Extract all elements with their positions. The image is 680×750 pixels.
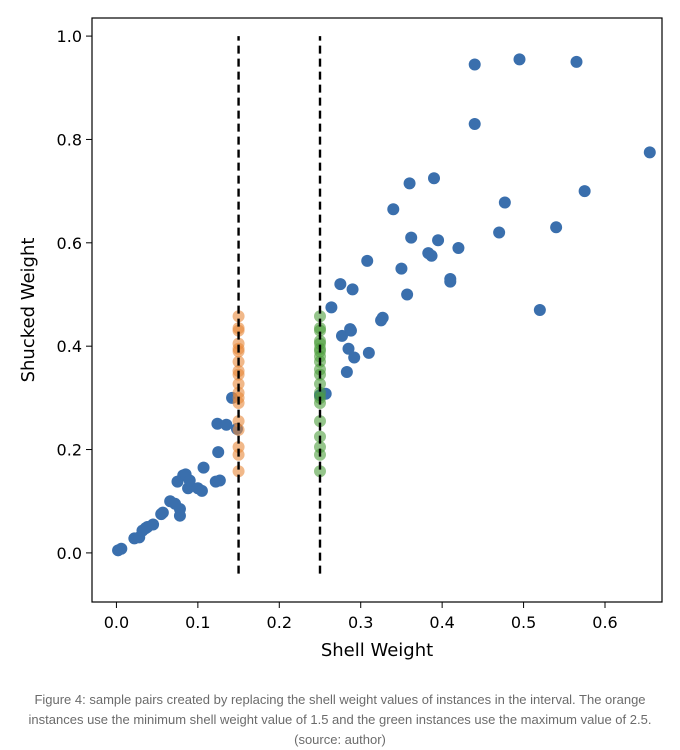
data-point xyxy=(498,196,511,209)
data-point xyxy=(395,262,408,275)
data-point xyxy=(376,311,389,324)
data-point xyxy=(232,465,245,478)
y-tick-label: 0.4 xyxy=(57,337,82,356)
data-point xyxy=(115,542,128,555)
chart-axes: 0.0 0.1 0.2 0.3 0.4 0.5 0.6 0.0 0.2 0.4 0.6 0.8 1.0 xyxy=(57,27,618,632)
data-point xyxy=(340,366,353,379)
data-point xyxy=(334,278,347,291)
data-point xyxy=(314,440,326,453)
data-point xyxy=(212,446,225,459)
data-point xyxy=(513,53,526,66)
data-point xyxy=(335,329,348,342)
caption-line: Figure 4: sample pairs created by replac… xyxy=(34,692,646,707)
data-point xyxy=(232,310,245,323)
y-tick-label: 0.0 xyxy=(57,544,82,563)
data-point xyxy=(232,386,245,399)
scatter-chart: 0.0 0.1 0.2 0.3 0.4 0.5 0.60.00.20.40.60.81.0 … xyxy=(18,17,663,661)
data-point xyxy=(344,324,357,337)
y-tick-label: 0.8 xyxy=(57,130,82,149)
data-point xyxy=(405,231,418,244)
y-tick-label: 0.6 xyxy=(57,234,82,253)
x-tick-label: 0.5 xyxy=(511,613,536,632)
data-point xyxy=(342,342,355,355)
data-point xyxy=(156,506,169,519)
x-tick-label: 0.0 xyxy=(104,613,129,632)
data-point xyxy=(403,177,416,190)
data-point xyxy=(314,335,326,348)
data-point xyxy=(643,146,656,159)
data-point xyxy=(444,275,457,288)
x-tick-label: 0.4 xyxy=(429,613,454,632)
y-tick-label: 1.0 xyxy=(57,27,82,46)
y-tick-label: 0.2 xyxy=(57,441,82,460)
data-point xyxy=(346,283,359,296)
x-tick-label: 0.6 xyxy=(592,613,617,632)
data-point xyxy=(533,304,546,316)
data-point xyxy=(232,440,245,453)
data-point xyxy=(348,351,361,364)
data-point xyxy=(232,337,245,350)
data-point xyxy=(468,117,481,130)
data-point xyxy=(578,185,591,198)
x-tick-label: 0.1 xyxy=(185,613,210,632)
data-point xyxy=(361,254,374,267)
data-point xyxy=(493,226,506,239)
data-point xyxy=(452,241,465,254)
data-point xyxy=(314,386,326,399)
data-point xyxy=(325,301,338,314)
chart-marks xyxy=(112,36,656,574)
data-point xyxy=(232,322,245,335)
data-point xyxy=(211,417,224,430)
data-point xyxy=(314,322,326,335)
data-point xyxy=(401,288,414,301)
data-point xyxy=(195,484,208,497)
data-point xyxy=(428,172,440,185)
x-tick-label: 0.2 xyxy=(267,613,292,632)
data-point xyxy=(232,415,245,428)
data-point xyxy=(314,415,326,428)
data-point xyxy=(362,346,375,359)
caption-line: (source: author) xyxy=(294,732,386,747)
data-point xyxy=(425,249,438,262)
figure-caption: Figure 4: sample pairs created by replac… xyxy=(10,690,670,750)
data-point xyxy=(468,58,481,71)
y-axis-label: Shucked Weight xyxy=(18,238,39,383)
data-point xyxy=(387,203,400,216)
data-point xyxy=(570,55,583,68)
data-point xyxy=(183,474,196,487)
data-point xyxy=(314,310,326,323)
x-axis-label: Shell Weight xyxy=(321,640,433,661)
data-point xyxy=(147,518,160,531)
plot-frame xyxy=(91,17,663,603)
caption-line: instances use the minimum shell weight v… xyxy=(28,712,652,727)
data-point xyxy=(197,461,210,474)
data-point xyxy=(213,474,226,487)
data-point xyxy=(432,234,445,247)
data-point xyxy=(314,465,326,478)
data-point xyxy=(550,221,563,234)
data-point xyxy=(220,418,233,431)
x-tick-label: 0.3 xyxy=(348,613,373,632)
data-point xyxy=(173,509,186,522)
